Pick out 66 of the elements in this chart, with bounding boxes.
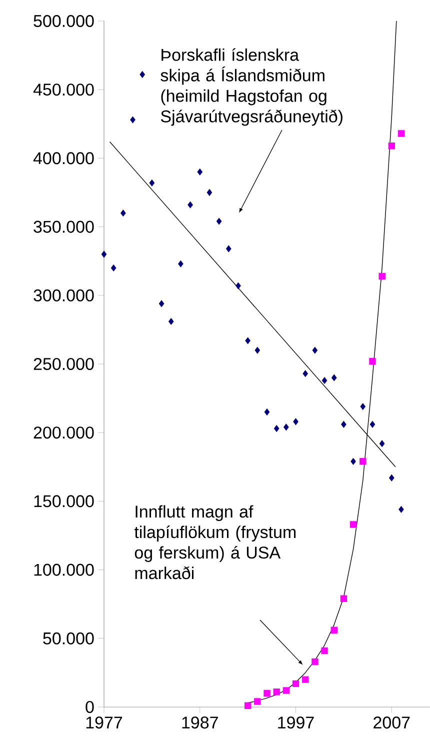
x-tick-label: 1977: [86, 716, 122, 729]
point: [360, 403, 366, 410]
x-tick-label: 1987: [182, 716, 218, 729]
point: [360, 458, 366, 465]
point: [340, 595, 348, 602]
x-tick-label: 2007: [374, 716, 410, 729]
point: [197, 168, 202, 176]
point: [370, 421, 376, 428]
point: [293, 418, 298, 425]
point: [350, 458, 356, 465]
point: [120, 210, 126, 216]
point: [140, 71, 145, 78]
point: [158, 300, 164, 307]
point: [245, 337, 250, 344]
y-tick-label: 0: [86, 700, 94, 714]
point: [216, 218, 222, 225]
point: [302, 676, 309, 683]
point: [341, 421, 346, 428]
point: [206, 189, 212, 196]
point: [254, 698, 261, 705]
y-tick-label: 100.000: [34, 564, 94, 576]
y-tick-label: 450.000: [33, 84, 94, 96]
point: [312, 658, 318, 666]
point: [101, 250, 107, 258]
point: [274, 425, 280, 432]
point: [379, 440, 385, 447]
point: [110, 264, 116, 272]
y-tick-label: 500.000: [34, 14, 94, 28]
y-tick-label: 50.000: [43, 632, 94, 644]
point: [178, 260, 184, 268]
point: [264, 690, 270, 697]
point: [284, 424, 289, 430]
point: [292, 680, 300, 688]
y-tick-label: 350.000: [34, 220, 94, 233]
point: [282, 687, 290, 694]
y-tick-label: 150.000: [34, 495, 94, 508]
point: [350, 521, 357, 528]
point: [389, 474, 394, 482]
annotation: Innflutt magn af tilapíuflökum (frystum og ferskum) á USA markaði: [134, 505, 296, 580]
point: [236, 282, 241, 290]
point: [388, 142, 395, 150]
point: [398, 130, 405, 137]
point: [226, 245, 232, 252]
point: [149, 180, 155, 186]
point: [254, 346, 260, 354]
x-tick-label: 1997: [278, 716, 314, 729]
point: [398, 506, 404, 513]
point: [330, 626, 338, 634]
point: [321, 647, 328, 654]
point: [244, 702, 252, 709]
annotation: Þorskafli íslenskra skipa á Íslandsmiðum (heimild Hagstofan og Sjávarútvegsráðuneytið): [160, 48, 342, 126]
point: [302, 370, 308, 377]
point: [369, 358, 376, 365]
point: [332, 374, 337, 382]
point: [273, 688, 280, 696]
y-tick-label: 200.000: [34, 426, 94, 439]
point: [312, 346, 318, 354]
y-tick-label: 300.000: [34, 289, 94, 302]
y-tick-label: 400.000: [33, 152, 94, 164]
point: [188, 202, 193, 208]
point: [264, 408, 270, 416]
point: [130, 116, 136, 124]
point: [168, 318, 174, 325]
y-tick-label: 250.000: [34, 358, 94, 370]
point: [322, 377, 328, 384]
point: [378, 272, 386, 280]
